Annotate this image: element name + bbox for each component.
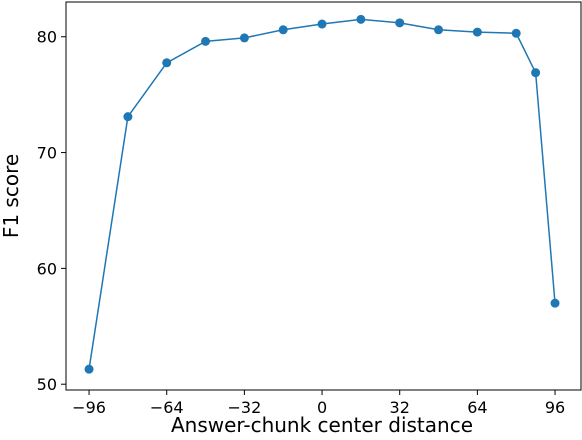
data-point bbox=[278, 25, 288, 35]
y-tick-label: 50 bbox=[37, 375, 57, 394]
x-tick-label: 64 bbox=[467, 398, 487, 417]
data-point bbox=[550, 298, 560, 308]
data-point bbox=[201, 36, 211, 46]
data-point bbox=[395, 18, 405, 28]
data-point bbox=[356, 14, 366, 24]
plot-frame bbox=[65, 1, 582, 391]
y-tick-label: 60 bbox=[37, 259, 57, 278]
x-tick-label: −64 bbox=[150, 398, 184, 417]
data-point bbox=[511, 28, 521, 38]
y-axis-label: F1 score bbox=[0, 154, 23, 238]
x-axis-label: Answer-chunk center distance bbox=[171, 413, 473, 437]
x-tick-label: −96 bbox=[72, 398, 106, 417]
data-point bbox=[531, 68, 541, 78]
line-series bbox=[88, 18, 556, 370]
x-tick-label: 96 bbox=[545, 398, 565, 417]
x-tick-label: 0 bbox=[317, 398, 327, 417]
x-tick-label: 32 bbox=[390, 398, 410, 417]
y-tick-label: 80 bbox=[37, 28, 57, 47]
data-point bbox=[239, 33, 249, 43]
x-tick-label: −32 bbox=[227, 398, 261, 417]
data-point bbox=[123, 112, 133, 122]
data-point bbox=[472, 27, 482, 37]
data-point bbox=[162, 58, 172, 68]
data-point bbox=[84, 364, 94, 374]
data-point bbox=[317, 19, 327, 29]
y-tick-label: 70 bbox=[37, 144, 57, 163]
data-point bbox=[434, 25, 444, 35]
